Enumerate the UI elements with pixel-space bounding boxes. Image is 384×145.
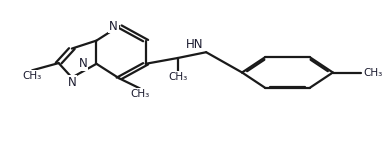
- Text: CH₃: CH₃: [364, 68, 383, 77]
- Text: CH₃: CH₃: [130, 89, 150, 99]
- Text: N: N: [109, 20, 118, 33]
- Text: N: N: [79, 57, 88, 70]
- Text: HN: HN: [186, 38, 204, 51]
- Text: CH₃: CH₃: [23, 71, 42, 81]
- Text: CH₃: CH₃: [168, 72, 187, 81]
- Text: N: N: [68, 76, 76, 89]
